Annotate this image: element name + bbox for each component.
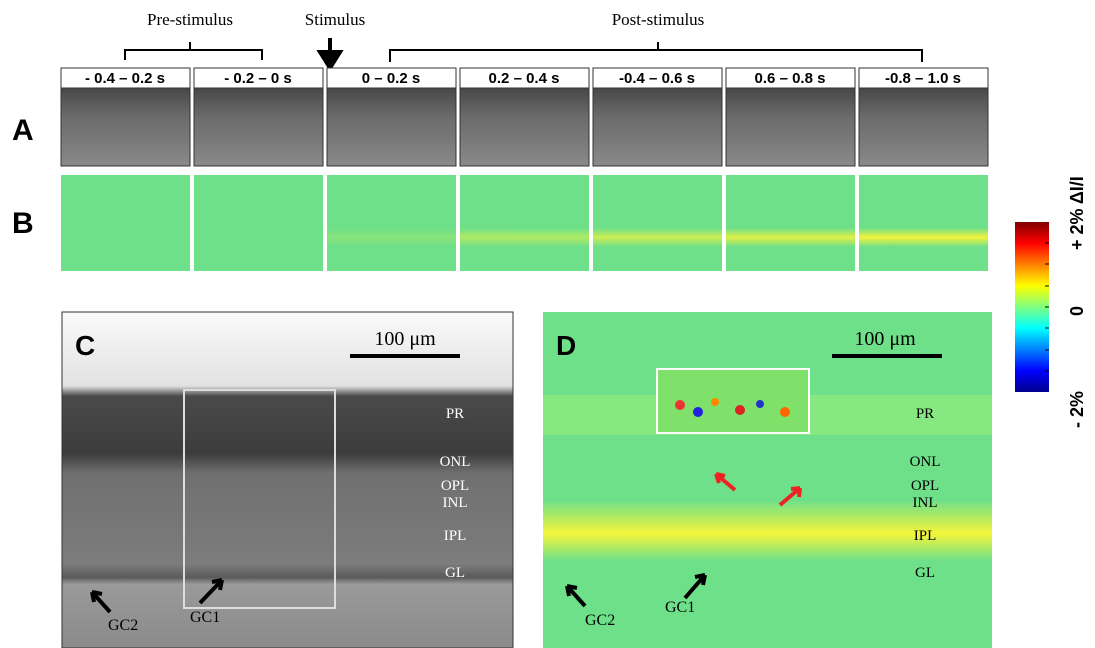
frame-label: 0.2 – 0.4 s (489, 70, 560, 87)
frame-b-band (327, 175, 456, 271)
row-label: A (12, 114, 34, 147)
colorbar-min: - 2% (1067, 391, 1087, 428)
scale-label: 100 μm (854, 328, 916, 350)
frames: - 0.4 – 0.2 s - 0.2 – 0 s 0 – 0.2 s 0.2 – 0… (61, 68, 988, 271)
phase-label: Stimulus (305, 10, 365, 29)
layer-label: OPL (911, 478, 939, 494)
row-label: B (12, 207, 34, 240)
layer-label: IPL (914, 528, 937, 544)
layer-label: ONL (440, 454, 471, 470)
cell-label: GC1 (190, 609, 220, 626)
layer-label: PR (916, 406, 934, 422)
cell-label: GC2 (108, 617, 138, 634)
colorbar-max: + 2% ΔI/I (1067, 176, 1087, 250)
panel-label: D (556, 330, 576, 361)
frame-b-band (593, 175, 722, 271)
cell-label: GC1 (665, 599, 695, 616)
frame-b-band (859, 175, 988, 271)
layer-label: INL (913, 495, 938, 511)
frame-label: - 0.2 – 0 s (224, 70, 292, 87)
layer-label: OPL (441, 478, 469, 494)
layer-label: INL (443, 495, 468, 511)
colorbar-mid: 0 (1067, 306, 1087, 316)
colorbar (1015, 222, 1049, 392)
scale-label: 100 μm (374, 328, 436, 350)
stimulus-arrow (320, 38, 340, 68)
frame-b-band (726, 175, 855, 271)
frame-label: 0.6 – 0.8 s (755, 70, 826, 87)
layer-label: GL (915, 565, 935, 581)
bracket (390, 42, 922, 62)
layer-label: PR (446, 406, 464, 422)
panel-label: C (75, 330, 95, 361)
phase-label: Post-stimulus (612, 10, 705, 29)
cell-label: GC2 (585, 612, 615, 629)
frame-label: 0 – 0.2 s (362, 70, 420, 87)
layer-label: ONL (910, 454, 941, 470)
figure: Pre-stimulus Stimulus Post-stimulus A B … (0, 0, 1095, 648)
frame-b-band (460, 175, 589, 271)
frame-label: -0.8 – 1.0 s (885, 70, 961, 87)
phase-label: Pre-stimulus (147, 10, 233, 29)
bracket (125, 42, 262, 60)
frame-label: -0.4 – 0.6 s (619, 70, 695, 87)
layer-label: GL (445, 565, 465, 581)
frame-label: - 0.4 – 0.2 s (85, 70, 165, 87)
layer-label: IPL (444, 528, 467, 544)
